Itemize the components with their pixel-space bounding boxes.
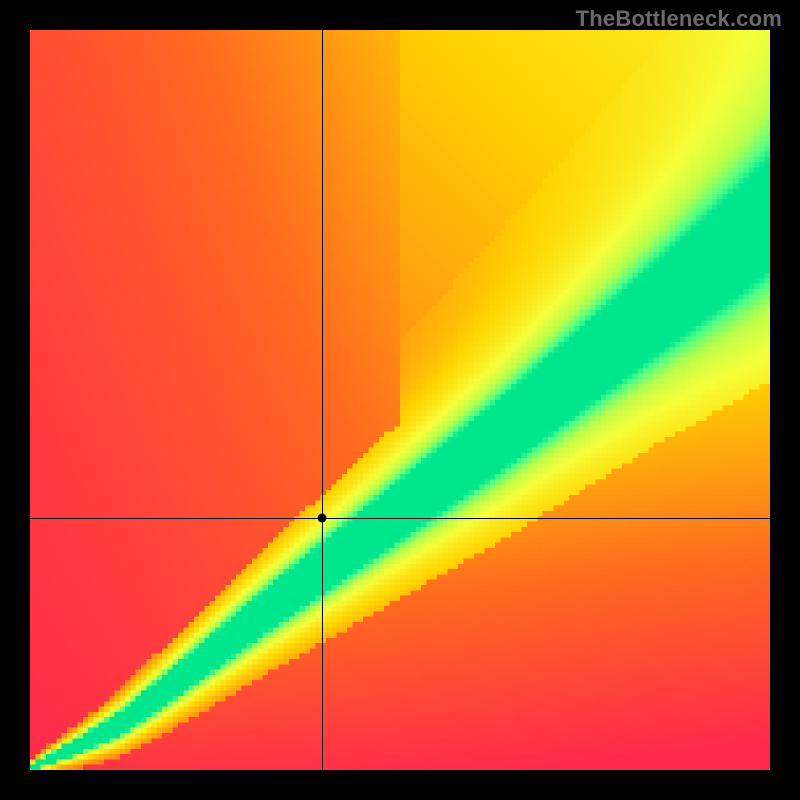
heatmap-canvas	[30, 30, 770, 770]
crosshair-horizontal	[30, 518, 770, 519]
plot-area	[30, 30, 770, 770]
chart-container: TheBottleneck.com	[0, 0, 800, 800]
watermark-text: TheBottleneck.com	[576, 6, 782, 32]
crosshair-vertical	[322, 30, 323, 770]
crosshair-marker	[318, 514, 327, 523]
